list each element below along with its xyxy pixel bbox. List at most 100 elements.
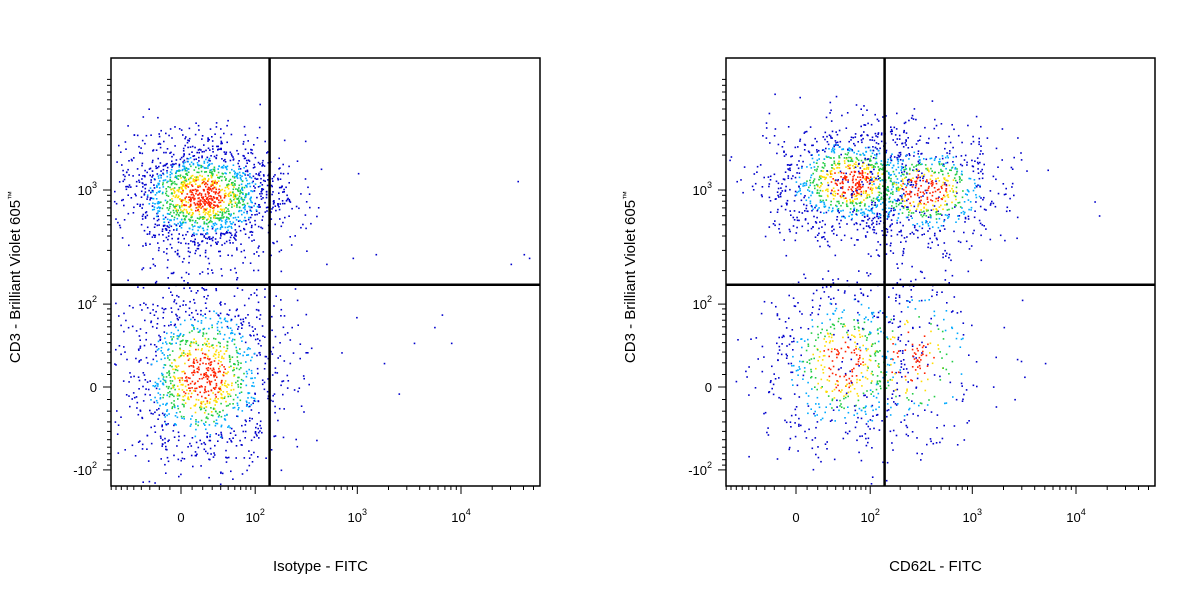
event-dot [161,352,164,354]
event-dot [218,194,220,197]
event-dot [248,450,250,452]
event-dot [774,224,776,227]
event-dot [921,234,923,236]
event-dot [176,445,178,447]
event-dot [193,180,196,183]
event-dot [914,180,916,183]
event-dot [197,149,200,151]
event-dot [972,135,974,138]
event-dot [878,168,880,171]
event-dot [203,422,205,425]
event-dot [135,330,138,332]
event-dot [263,165,266,167]
event-dot [164,357,166,360]
event-dot [190,199,192,201]
event-dot [209,367,212,370]
event-dot [842,195,845,197]
event-dot [167,392,169,394]
event-dot [199,192,201,194]
event-dot [210,411,213,413]
event-dot [142,203,144,206]
event-dot [216,204,219,207]
event-dot [891,201,894,204]
event-dot [220,301,222,303]
event-dot [861,201,863,203]
event-dot [943,242,946,244]
event-dot [228,195,230,197]
event-dot [897,158,900,161]
event-dot [917,140,919,142]
event-dot [947,196,950,198]
event-dot [184,343,187,345]
event-dot [207,394,210,396]
event-dot [844,176,846,178]
event-dot [831,210,833,213]
event-dot [940,170,943,172]
event-dot [144,215,147,218]
event-dot [914,186,917,189]
event-dot [847,148,849,151]
event-dot [865,197,867,200]
event-dot [190,177,192,179]
event-dot [215,217,217,219]
event-dot [830,176,833,178]
event-dot [164,437,166,440]
event-dot [867,166,870,169]
event-dot [200,203,203,205]
event-dot [221,437,224,439]
event-dot [227,217,230,219]
event-dot [218,354,220,356]
event-dot [125,185,127,188]
event-dot [231,154,233,157]
event-dot [972,165,975,168]
y-axis-title-text: CD3 - Brilliant Violet 605 [7,200,24,363]
event-dot [244,195,247,197]
event-dot [894,343,897,346]
event-dot [871,136,874,139]
event-dot [188,227,191,230]
event-dot [228,354,231,357]
event-dot [226,313,228,316]
event-dot [832,187,835,189]
event-dot [214,338,217,340]
event-dot [158,135,161,138]
event-dot [878,152,881,155]
event-dot [172,188,174,190]
event-dot [781,183,783,185]
event-dot [826,141,829,143]
event-dot [226,124,228,127]
event-dot [863,124,865,126]
event-dot [812,226,814,228]
event-dot [202,362,204,365]
event-dot [208,164,210,167]
event-dot [278,407,281,410]
event-dot [133,375,135,378]
event-dot [938,171,940,174]
event-dot [219,228,222,230]
event-dot [214,229,217,232]
event-dot [874,163,877,165]
event-dot [803,132,806,134]
event-dot [867,218,869,221]
event-dot [251,224,253,227]
event-dot [230,153,233,155]
event-dot [866,193,869,196]
event-dot [248,402,250,404]
event-dot [170,168,173,171]
event-dot [929,247,932,249]
event-dot [166,225,168,227]
event-dot [899,195,902,197]
event-dot [197,209,199,212]
event-dot [220,223,222,226]
event-dot [252,180,254,183]
event-dot [879,216,882,219]
event-dot [251,201,253,204]
event-dot [252,167,255,169]
event-dot [979,186,981,188]
event-dot [862,227,865,230]
event-dot [251,417,253,420]
event-dot [207,191,209,194]
event-dot [237,415,239,418]
event-dot [173,205,175,208]
event-dot [768,196,771,199]
